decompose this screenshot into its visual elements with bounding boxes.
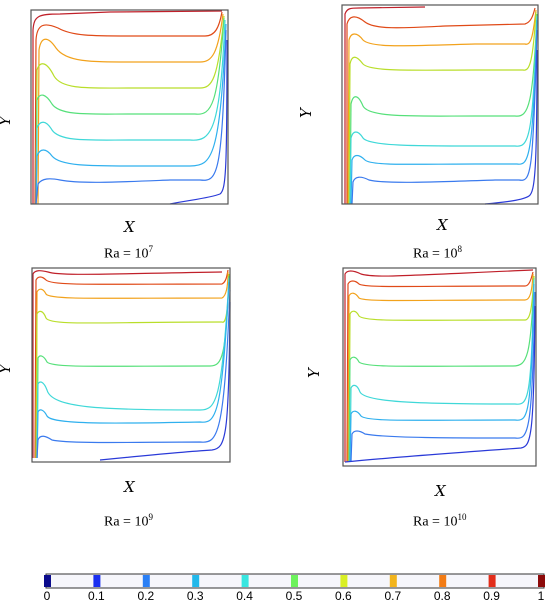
ra-caption-exponent: 10 [457,512,467,522]
isotherm-0.7 [347,273,534,463]
isotherm-0.6 [348,275,535,463]
isotherm-0.1 [484,49,538,205]
isotherm-0.2 [36,289,231,459]
colorbar-swatch [192,575,200,587]
isotherm-0.8 [34,11,223,205]
isotherm-plot [341,4,539,205]
isotherm-0.9 [32,270,223,458]
x-axis-label: X [124,478,135,496]
isotherm-0.5 [349,13,538,205]
colorbar-tick-label: 0.2 [137,589,154,603]
colorbar-swatch [241,575,249,587]
ra-caption-exponent: 8 [457,244,462,254]
ra-caption: Ra = 109 [104,512,153,531]
colorbar-tick-label: 0.4 [236,589,253,603]
colorbar-swatch [439,575,447,587]
isotherm-0.1 [99,301,231,461]
isotherm-0.6 [348,11,537,205]
x-axis-label: X [124,218,135,236]
isotherm-0.5 [36,275,230,459]
colorbar-swatch [291,575,298,587]
isotherm-0.2 [350,291,536,463]
isotherm-0.3 [36,281,230,459]
ra-caption: Ra = 1010 [413,512,466,531]
isotherm-0.4 [349,279,535,463]
isotherm-0.8 [34,269,229,459]
isotherm-0.1 [169,39,228,205]
ra-caption: Ra = 107 [104,244,153,263]
ra-caption-base: Ra = 10 [413,514,458,530]
colorbar-tick-label: 0.8 [434,589,451,603]
isotherm-0.7 [347,9,537,205]
isotherm-plot [30,9,229,205]
isotherm-0.4 [349,15,538,205]
isotherm-0.6 [35,273,230,459]
ra-caption: Ra = 108 [413,244,462,263]
isotherm-0.8 [346,271,534,463]
colorbar-graphic: 0 0.1 0.2 0.3 0.4 0.5 0.6 0.7 0.8 0.9 1 [44,573,545,603]
colorbar-swatch [389,575,397,587]
isotherm-0.6 [35,15,225,205]
colorbar-tick-label: 0.5 [286,589,303,603]
x-axis-label: X [435,482,446,500]
isotherm-0.4 [36,277,230,459]
colorbar-tick-label: 1 [538,589,545,603]
isotherm-0.5 [348,277,535,463]
isotherm-0.5 [35,17,225,205]
colorbar-swatch [538,575,545,587]
ra-caption-base: Ra = 10 [413,246,458,262]
colorbar-tick-label: 0.3 [187,589,204,603]
isotherm-0.7 [37,13,224,205]
isotherm-plot [31,267,231,463]
isotherm-0.4 [35,19,226,205]
colorbar-tick-label: 0.1 [88,589,105,603]
isotherm-0.8 [346,7,536,204]
plot-frame [342,267,537,467]
isotherm-plot [342,267,537,467]
isotherm-0.2 [35,29,227,205]
isotherm-0.2 [351,29,538,205]
isotherm-0.3 [349,283,535,463]
isotherm-0.9 [32,10,223,204]
colorbar-swatch [44,575,51,587]
colorbar-tick-label: 0.9 [483,589,500,603]
colorbar-tick-label: 0.7 [384,589,401,603]
ra-caption-base: Ra = 10 [104,246,149,262]
plot-frame [30,9,229,205]
plot-frame [31,267,231,463]
isotherm-0.1 [344,305,536,463]
isotherm-0.3 [350,19,538,205]
colorbar-swatch [340,575,348,587]
isotherm-0.9 [344,6,426,204]
x-axis-label: X [437,216,448,234]
isotherm-0.7 [35,271,229,459]
colorbar-tick-label: 0.6 [335,589,352,603]
panel-ra-1e8: Y X Ra = 108 [275,0,550,265]
isotherm-0.3 [35,23,227,205]
isotherm-0.9 [344,269,534,462]
colorbar: 0 0.1 0.2 0.3 0.4 0.5 0.6 0.7 0.8 0.9 1 [0,568,550,603]
ra-caption-base: Ra = 10 [104,514,149,530]
panel-ra-1e9: Y X Ra = 109 [0,262,275,542]
colorbar-swatch [93,575,101,587]
colorbar-tick-label: 0 [44,589,51,603]
ra-caption-exponent: 9 [148,512,153,522]
colorbar-swatch [488,575,496,587]
ra-caption-exponent: 7 [148,244,153,254]
plot-frame [341,4,539,205]
panel-ra-1e10: Y X Ra = 1010 [275,262,550,542]
colorbar-swatch [142,575,150,587]
panel-ra-1e7: Y X Ra = 107 [0,0,275,265]
